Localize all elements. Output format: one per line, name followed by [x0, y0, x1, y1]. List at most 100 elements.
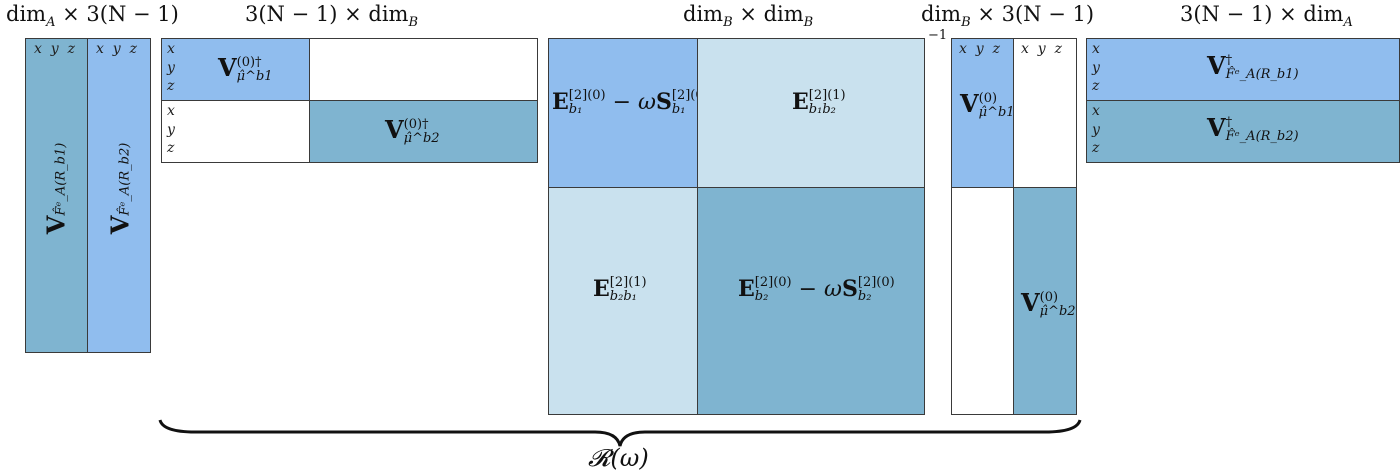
- subscript: b₂b₁: [609, 289, 637, 304]
- header-sub: B: [408, 15, 419, 31]
- operator: − ω: [791, 277, 842, 302]
- x-label: x: [1092, 41, 1100, 57]
- superscript: [2](1): [609, 275, 647, 290]
- bold-V: V: [1207, 113, 1226, 142]
- bold-V: V: [960, 89, 979, 118]
- matrix4-block21: [951, 187, 1014, 415]
- matrix3-block11-label: E [2](0) b₁ − ωS [2](0) b₁: [552, 89, 709, 117]
- xyz-column-labels: x y z: [96, 41, 137, 57]
- matrix3-block11: E [2](0) b₁ − ωS [2](0) b₁: [548, 38, 709, 188]
- bold-E: E: [792, 89, 809, 115]
- matrix4-block22: V (0) μ̂^b2: [1013, 187, 1077, 415]
- x-label: x: [167, 103, 175, 119]
- matrix5-row1-label: V † F̂ᵉ_A(R_b1): [1207, 51, 1299, 82]
- underbrace-icon: [158, 419, 1082, 447]
- superscript: [2](0): [754, 275, 792, 290]
- subscript: b₁: [568, 102, 583, 117]
- bold-V: V: [105, 215, 135, 235]
- matrix1-col1-label: VF̂ᵉ_A(R_b1): [42, 119, 71, 259]
- matrix3-block21: E [2](1) b₂b₁: [548, 187, 698, 415]
- superscript: [2](1): [808, 88, 846, 103]
- matrix4-block22-label: V (0) μ̂^b2: [1021, 288, 1076, 319]
- header-dimA-x-3N1: dimA × 3(N − 1): [6, 2, 179, 30]
- matrix1-col1: x y z VF̂ᵉ_A(R_b1): [25, 38, 88, 353]
- superscript: [2](0): [568, 88, 606, 103]
- bold-V: V: [1021, 288, 1040, 317]
- superscript: (0): [978, 90, 998, 106]
- matrix3-block12: E [2](1) b₁b₂: [697, 38, 925, 188]
- bold-V: V: [41, 215, 71, 235]
- subscript: b₁b₂: [808, 102, 836, 117]
- matrix4-block12: x y z: [1013, 38, 1077, 188]
- matrix2-block12: [309, 38, 538, 101]
- subscript: μ̂^b1: [236, 68, 273, 84]
- y-label: y: [1092, 121, 1100, 138]
- y-label: y: [167, 59, 175, 76]
- header-text: × 3(N − 1): [55, 2, 179, 26]
- header-3N1-x-dimA: 3(N − 1) × dimA: [1180, 2, 1353, 30]
- subscript: b₁: [671, 102, 686, 117]
- subscript: μ̂^b2: [1039, 303, 1076, 319]
- matrix3-block22: E [2](0) b₂ − ωS [2](0) b₂: [697, 187, 925, 415]
- subscript: F̂ᵉ_A(R_b2): [117, 142, 133, 216]
- superscript: †: [1225, 52, 1233, 68]
- bold-E: E: [738, 276, 755, 302]
- matrix1-col2-label: VF̂ᵉ_A(R_b2): [106, 119, 135, 259]
- inverse-exponent: −1: [928, 28, 948, 43]
- matrix4-block11: x y z V (0) μ̂^b1: [951, 38, 1015, 188]
- z-label: z: [1092, 140, 1100, 156]
- bold-E: E: [552, 89, 569, 115]
- header-sub: A: [1343, 15, 1353, 31]
- bold-V: V: [218, 53, 237, 82]
- bold-V: V: [385, 115, 404, 144]
- matrix3-block21-label: E [2](1) b₂b₁: [593, 276, 647, 304]
- superscript: (0): [1039, 289, 1059, 305]
- header-text: 3(N − 1) × dim: [1180, 2, 1344, 26]
- subscript: μ̂^b2: [403, 130, 440, 146]
- header-sub: B: [723, 15, 733, 31]
- matrix5-row2-label: V † F̂ᵉ_A(R_b2): [1207, 113, 1299, 144]
- bold-S: S: [655, 89, 672, 115]
- operator: − ω: [605, 90, 656, 115]
- matrix1-col2: x y z VF̂ᵉ_A(R_b2): [87, 38, 151, 353]
- superscript: †: [1225, 114, 1233, 130]
- x-label: x: [167, 41, 175, 57]
- header-sub: B: [803, 15, 814, 31]
- matrix3-block22-label: E [2](0) b₂ − ωS [2](0) b₂: [738, 276, 895, 304]
- header-text: dim: [6, 2, 47, 26]
- matrix2-block11-label: V (0)† μ̂^b1: [218, 53, 273, 84]
- header-text: 3(N − 1) × dim: [245, 2, 409, 26]
- header-text: × dim: [732, 2, 804, 26]
- header-sub: A: [46, 15, 56, 31]
- subscript: b₂: [857, 289, 872, 304]
- response-function-label: 𝓡(ω): [588, 444, 649, 472]
- header-sub: B: [961, 15, 971, 31]
- header-3N1-x-dimB: 3(N − 1) × dimB: [245, 2, 418, 30]
- bold-V: V: [1207, 51, 1226, 80]
- header-dimB-x-3N1: dimB × 3(N − 1): [921, 2, 1094, 30]
- superscript: (0)†: [403, 116, 429, 132]
- xyz-column-labels: x y z: [34, 41, 75, 57]
- z-label: z: [167, 78, 175, 94]
- header-text: × 3(N − 1): [970, 2, 1095, 26]
- x-label: x: [1092, 103, 1100, 119]
- superscript: (0)†: [236, 54, 262, 70]
- subscript: F̂ᵉ_A(R_b1): [1225, 66, 1299, 82]
- header-text: dim: [921, 2, 962, 26]
- y-label: y: [167, 121, 175, 138]
- matrix2-block22-label: V (0)† μ̂^b2: [385, 115, 440, 146]
- header-text: dim: [683, 2, 724, 26]
- z-label: z: [167, 140, 175, 156]
- z-label: z: [1092, 78, 1100, 94]
- matrix3-block12-label: E [2](1) b₁b₂: [792, 89, 846, 117]
- superscript: [2](0): [857, 275, 895, 290]
- subscript: b₂: [754, 289, 769, 304]
